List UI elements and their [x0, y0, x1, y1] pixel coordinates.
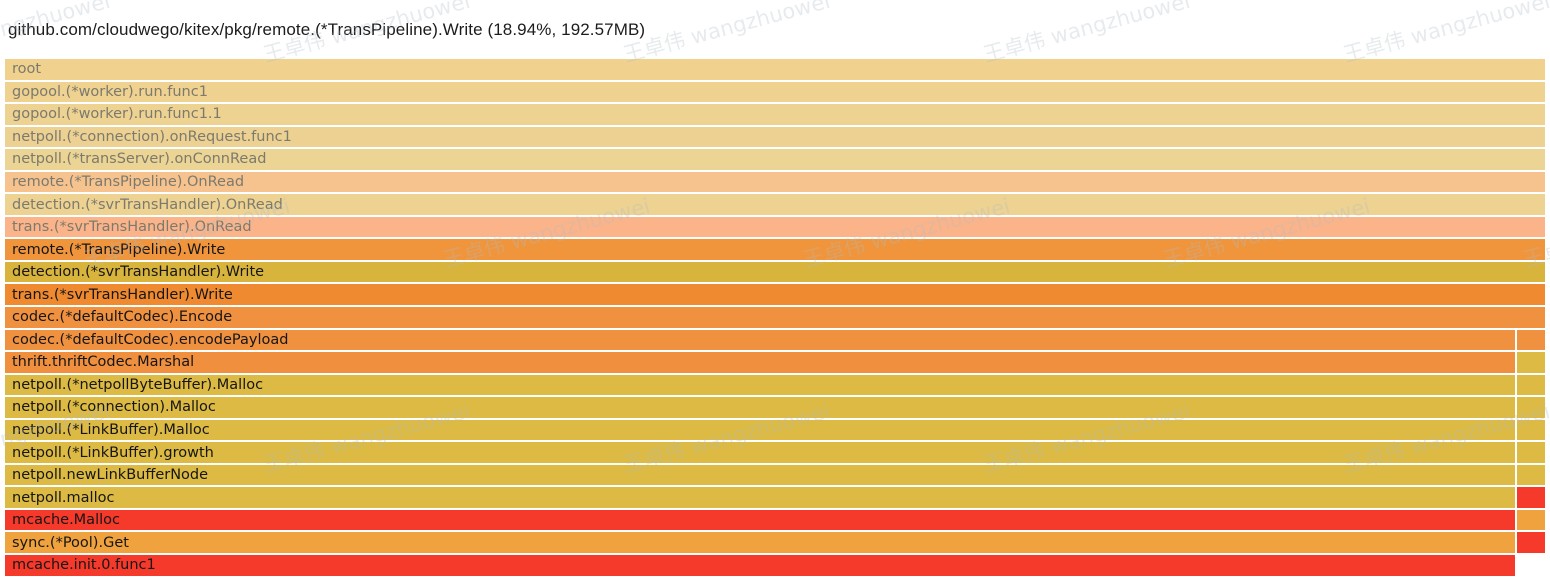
frame-bar[interactable]: remote.(*TransPipeline).OnRead [5, 171, 1545, 193]
flame-row: trans.(*svrTransHandler).Write [5, 284, 1545, 306]
frame-bar[interactable]: netpoll.(*LinkBuffer).growth [5, 442, 1515, 463]
flame-graph: root gopool.(*worker).run.func1 gopool.(*w… [5, 59, 1545, 578]
frame-label: mcache.Malloc [12, 512, 120, 529]
frame-bar[interactable]: netpoll.(*LinkBuffer).Malloc [5, 419, 1515, 441]
frame-bar[interactable]: netpoll.(*netpollByteBuffer).Malloc [5, 374, 1515, 396]
frame-bar[interactable]: netpoll.malloc [5, 487, 1515, 508]
flame-row: detection.(*svrTransHandler).Write [5, 261, 1545, 283]
flame-row: sync.(*Pool).Get [5, 532, 1545, 554]
frame-bar[interactable]: netpoll.(*transServer).onConnRead [5, 149, 1545, 170]
frame-label: remote.(*TransPipeline).OnRead [12, 174, 245, 190]
flame-row: netpoll.(*connection).onRequest.func1 [5, 126, 1545, 148]
frame-label: netpoll.malloc [12, 489, 115, 506]
flame-row: codec.(*defaultCodec).encodePayload [5, 329, 1545, 351]
frame-bar[interactable]: sync.(*Pool).Get [5, 532, 1515, 554]
frame-bar-right-segment[interactable] [1517, 374, 1545, 396]
frame-label: codec.(*defaultCodec).Encode [12, 309, 233, 326]
flamegraph-title: github.com/cloudwego/kitex/pkg/remote.(*… [8, 20, 646, 39]
frame-label: codec.(*defaultCodec).encodePayload [12, 331, 289, 348]
flame-row: trans.(*svrTransHandler).OnRead [5, 216, 1545, 238]
flame-row: codec.(*defaultCodec).Encode [5, 307, 1545, 328]
frame-label: trans.(*svrTransHandler).Write [12, 286, 233, 303]
frame-label: netpoll.(*LinkBuffer).Malloc [12, 422, 210, 439]
frame-bar-right-segment[interactable] [1517, 352, 1545, 373]
flame-row: netpoll.(*LinkBuffer).Malloc [5, 419, 1545, 441]
frame-label: trans.(*svrTransHandler).OnRead [12, 219, 252, 236]
frame-bar[interactable]: netpoll.(*connection).onRequest.func1 [5, 126, 1545, 148]
frame-bar[interactable]: gopool.(*worker).run.func1.1 [5, 104, 1545, 125]
flame-row: netpoll.newLinkBufferNode [5, 464, 1545, 486]
flame-row: netpoll.(*connection).Malloc [5, 397, 1545, 418]
frame-bar[interactable]: gopool.(*worker).run.func1 [5, 81, 1545, 103]
frame-bar[interactable]: netpoll.newLinkBufferNode [5, 464, 1515, 486]
frame-label: gopool.(*worker).run.func1 [12, 83, 208, 100]
frame-bar-right-segment[interactable] [1517, 532, 1545, 554]
flame-row: gopool.(*worker).run.func1 [5, 81, 1545, 103]
frame-bar[interactable]: detection.(*svrTransHandler).Write [5, 261, 1545, 283]
flame-row: detection.(*svrTransHandler).OnRead [5, 194, 1545, 215]
flame-row: remote.(*TransPipeline).Write [5, 239, 1545, 260]
flame-row: netpoll.(*transServer).onConnRead [5, 149, 1545, 170]
frame-label: detection.(*svrTransHandler).Write [12, 264, 265, 281]
frame-label: detection.(*svrTransHandler).OnRead [12, 196, 283, 213]
frame-bar[interactable]: remote.(*TransPipeline).Write [5, 239, 1545, 260]
frame-bar[interactable]: detection.(*svrTransHandler).OnRead [5, 194, 1545, 215]
flame-row: gopool.(*worker).run.func1.1 [5, 104, 1545, 125]
frame-bar-right-segment[interactable] [1517, 509, 1545, 531]
frame-label: gopool.(*worker).run.func1.1 [12, 106, 222, 123]
frame-label: netpoll.(*LinkBuffer).growth [12, 444, 214, 461]
frame-label: remote.(*TransPipeline).Write [12, 241, 226, 258]
frame-bar[interactable]: thrift.thriftCodec.Marshal [5, 352, 1515, 373]
flame-row: remote.(*TransPipeline).OnRead [5, 171, 1545, 193]
frame-bar[interactable]: codec.(*defaultCodec).Encode [5, 307, 1545, 328]
flame-row: thrift.thriftCodec.Marshal [5, 352, 1545, 373]
frame-bar[interactable]: netpoll.(*connection).Malloc [5, 397, 1515, 418]
frame-bar-right-segment[interactable] [1517, 419, 1545, 441]
frame-label: netpoll.(*netpollByteBuffer).Malloc [12, 376, 264, 393]
frame-bar-right-segment[interactable] [1517, 487, 1545, 508]
frame-bar[interactable]: mcache.Malloc [5, 509, 1515, 531]
frame-bar[interactable]: mcache.init.0.func1 [5, 555, 1515, 576]
frame-label: root [12, 61, 42, 78]
frame-bar-right-segment[interactable] [1517, 464, 1545, 486]
frame-label: thrift.thriftCodec.Marshal [12, 354, 195, 371]
frame-label: mcache.init.0.func1 [12, 557, 156, 574]
frame-bar[interactable]: codec.(*defaultCodec).encodePayload [5, 329, 1515, 351]
frame-label: sync.(*Pool).Get [12, 534, 129, 551]
flame-row: root [5, 59, 1545, 80]
frame-bar[interactable]: root [5, 59, 1545, 80]
flame-row: mcache.init.0.func1 [5, 555, 1545, 576]
frame-label: netpoll.(*connection).onRequest.func1 [12, 128, 292, 145]
frame-label: netpoll.(*transServer).onConnRead [12, 151, 267, 168]
frame-label: netpoll.newLinkBufferNode [12, 467, 209, 484]
frame-label: netpoll.(*connection).Malloc [12, 399, 216, 416]
frame-bar-right-segment[interactable] [1517, 397, 1545, 418]
frame-bar-right-segment[interactable] [1517, 329, 1545, 351]
flame-row: netpoll.(*netpollByteBuffer).Malloc [5, 374, 1545, 396]
flame-row: mcache.Malloc [5, 509, 1545, 531]
frame-bar-right-segment[interactable] [1517, 442, 1545, 463]
frame-bar[interactable]: trans.(*svrTransHandler).OnRead [5, 216, 1545, 238]
flame-row: netpoll.malloc [5, 487, 1545, 508]
frame-bar[interactable]: trans.(*svrTransHandler).Write [5, 284, 1545, 306]
flame-row: netpoll.(*LinkBuffer).growth [5, 442, 1545, 463]
